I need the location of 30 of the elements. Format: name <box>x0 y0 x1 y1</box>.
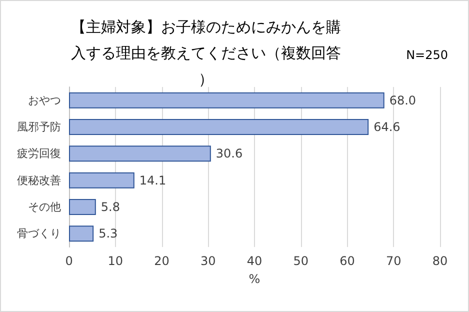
bar <box>69 119 369 135</box>
y-tick-label: 便秘改善 <box>17 174 61 187</box>
data-label: 14.1 <box>139 173 166 188</box>
text: N=250 <box>406 48 448 62</box>
data-label: 64.6 <box>374 120 400 134</box>
x-tick-label: 80 <box>432 254 448 268</box>
bar <box>69 92 384 108</box>
x-tick-label: 40 <box>246 254 262 268</box>
chart-title: 【主婦対象】お子様のためにみかんを購入する理由を教えてください（複数回答） <box>71 18 341 88</box>
y-tick-label: 疲労回復 <box>17 147 61 160</box>
data-label: 68.0 <box>389 93 416 108</box>
x-tick-label: 60 <box>340 254 355 268</box>
y-tick-label: 風邪予防 <box>17 120 61 134</box>
y-tick-label: 骨づくり <box>17 227 61 240</box>
data-label: 30.6 <box>216 146 243 161</box>
bar <box>69 226 94 242</box>
x-tick-label: 70 <box>386 254 402 268</box>
x-tick-label: 10 <box>108 254 124 268</box>
x-axis-title: % <box>248 272 260 286</box>
bar <box>69 172 134 188</box>
data-label: 5.3 <box>98 226 118 241</box>
bar <box>69 146 211 162</box>
data-label: 5.8 <box>100 200 120 214</box>
x-tick-label: 20 <box>154 254 170 268</box>
x-tick-label: 30 <box>200 254 216 268</box>
y-tick-label: その他 <box>28 200 61 214</box>
x-tick-label: 0 <box>65 254 73 268</box>
y-tick-label: おやつ <box>28 94 61 107</box>
bar <box>69 199 96 215</box>
x-tick-label: 50 <box>293 254 309 268</box>
